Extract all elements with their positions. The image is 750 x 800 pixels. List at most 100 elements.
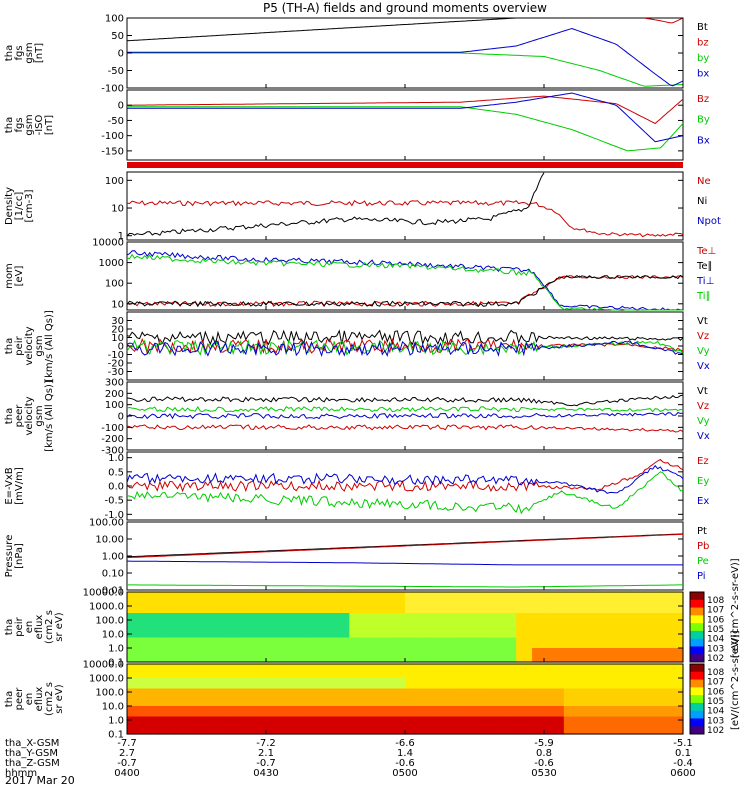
heatmap-cell bbox=[635, 641, 644, 646]
heatmap-cell bbox=[349, 651, 358, 656]
heatmap-cell bbox=[476, 595, 486, 600]
heatmap-cell bbox=[301, 695, 311, 700]
heatmap-cell bbox=[667, 727, 676, 732]
heatmap-cell bbox=[238, 716, 247, 721]
heatmap-cell bbox=[277, 599, 287, 604]
heatmap-cell bbox=[254, 651, 263, 656]
y-axis-label: tha bbox=[4, 338, 15, 354]
heatmap-cell bbox=[230, 709, 239, 714]
heatmap-cell bbox=[389, 627, 398, 632]
heatmap-cell bbox=[444, 655, 454, 660]
heatmap-cell bbox=[269, 620, 279, 625]
heatmap-cell bbox=[166, 664, 176, 669]
heatmap-cell bbox=[627, 667, 636, 672]
heatmap-cell bbox=[397, 727, 406, 732]
heatmap-cell bbox=[675, 692, 684, 697]
heatmap-cell bbox=[214, 630, 223, 635]
heatmap-cell bbox=[222, 692, 231, 697]
heatmap-cell bbox=[238, 634, 247, 639]
heatmap-cell bbox=[230, 627, 239, 632]
heatmap-cell bbox=[635, 702, 644, 707]
heatmap-cell bbox=[127, 667, 136, 672]
heatmap-cell bbox=[142, 688, 152, 693]
y-axis-label: [cm-3] bbox=[24, 189, 35, 222]
heatmap-cell bbox=[405, 623, 414, 628]
heatmap-cell bbox=[182, 713, 192, 718]
heatmap-cell bbox=[269, 599, 279, 604]
heatmap-cell bbox=[222, 609, 231, 614]
heatmap-cell bbox=[293, 658, 303, 663]
heatmap-cell bbox=[532, 685, 541, 690]
heatmap-cell bbox=[238, 644, 247, 649]
heatmap-cell bbox=[206, 716, 215, 721]
legend-label: Bt bbox=[697, 22, 708, 33]
heatmap-cell bbox=[468, 685, 478, 690]
heatmap-cell bbox=[675, 620, 684, 625]
heatmap-cell bbox=[277, 616, 287, 621]
heatmap-cell bbox=[317, 695, 327, 700]
heatmap-cell bbox=[262, 616, 271, 621]
heatmap-cell bbox=[357, 692, 366, 697]
heatmap-cell bbox=[254, 599, 263, 604]
heatmap-cell bbox=[468, 674, 478, 679]
heatmap-cell bbox=[579, 595, 589, 600]
heatmap-cell bbox=[571, 627, 581, 632]
heatmap-cell bbox=[317, 627, 327, 632]
series-line-Vt bbox=[126, 394, 684, 407]
heatmap-cell bbox=[142, 599, 152, 604]
heatmap-cell bbox=[492, 685, 501, 690]
heatmap-cell bbox=[158, 599, 168, 604]
heatmap-cell bbox=[563, 623, 573, 628]
heatmap-cell bbox=[166, 716, 176, 721]
heatmap-cell bbox=[341, 699, 350, 704]
colorbar-segment bbox=[690, 623, 704, 632]
heatmap-cell bbox=[317, 716, 327, 721]
heatmap-cell bbox=[301, 720, 311, 725]
colorbar-tick-label: 107 bbox=[707, 606, 724, 616]
heatmap-cell bbox=[285, 592, 295, 597]
heatmap-cell bbox=[420, 702, 430, 707]
heatmap-cell bbox=[444, 644, 454, 649]
heatmap-cell bbox=[349, 667, 358, 672]
heatmap-cell bbox=[301, 609, 311, 614]
heatmap-cell bbox=[405, 716, 414, 721]
heatmap-cell bbox=[174, 651, 184, 656]
heatmap-cell bbox=[198, 623, 208, 628]
heatmap-cell bbox=[262, 641, 271, 646]
heatmap-cell bbox=[182, 709, 192, 714]
heatmap-cell bbox=[627, 678, 636, 683]
heatmap-cell bbox=[420, 620, 430, 625]
heatmap-cell bbox=[198, 723, 208, 728]
heatmap-cell bbox=[142, 695, 152, 700]
heatmap-cell bbox=[214, 688, 223, 693]
heatmap-cell bbox=[508, 644, 517, 649]
heatmap-cell bbox=[246, 695, 255, 700]
heatmap-cell bbox=[675, 606, 684, 611]
heatmap-cell bbox=[341, 648, 350, 653]
y-tick-label: -50 bbox=[108, 116, 124, 127]
heatmap-cell bbox=[547, 595, 557, 600]
heatmap-cell bbox=[500, 655, 509, 660]
heatmap-cell bbox=[301, 713, 311, 718]
heatmap-cell bbox=[540, 651, 549, 656]
heatmap-cell bbox=[436, 592, 446, 597]
heatmap-cell bbox=[587, 613, 597, 618]
heatmap-cell bbox=[579, 692, 589, 697]
heatmap-cell bbox=[547, 678, 557, 683]
heatmap-cell bbox=[333, 613, 343, 618]
heatmap-cell bbox=[373, 644, 382, 649]
heatmap-cell bbox=[420, 637, 430, 642]
heatmap-cell bbox=[325, 692, 335, 697]
heatmap-cell bbox=[563, 671, 573, 676]
heatmap-cell bbox=[214, 674, 223, 679]
heatmap-cell bbox=[230, 602, 239, 607]
heatmap-cell bbox=[397, 664, 406, 669]
heatmap-cell bbox=[428, 623, 438, 628]
heatmap-cell bbox=[214, 648, 223, 653]
heatmap-cell bbox=[325, 702, 335, 707]
heatmap-cell bbox=[563, 599, 573, 604]
heatmap-cell bbox=[365, 609, 374, 614]
heatmap-cell bbox=[293, 620, 303, 625]
heatmap-cell bbox=[166, 606, 176, 611]
heatmap-cell bbox=[373, 681, 382, 686]
